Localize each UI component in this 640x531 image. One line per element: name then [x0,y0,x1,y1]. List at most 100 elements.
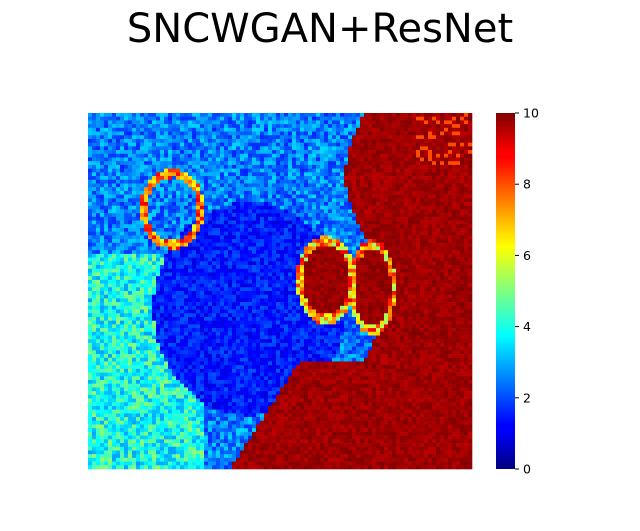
heatmap-cell [92,253,97,258]
heatmap-cell [112,168,117,173]
heatmap-cell [416,172,421,177]
heatmap-cell [240,146,245,151]
heatmap-cell [260,179,265,184]
heatmap-cell [216,246,221,251]
heatmap-cell [340,209,345,214]
heatmap-cell [432,253,437,258]
heatmap-cell [428,179,433,184]
heatmap-cell [244,261,249,266]
heatmap-cell [112,231,117,236]
heatmap-cell [340,146,345,151]
heatmap-cell [152,135,157,140]
heatmap-cell [468,146,473,151]
heatmap-cell [192,202,197,207]
heatmap-cell [448,150,453,155]
heatmap-cell [288,183,293,188]
heatmap-cell [324,138,329,143]
heatmap-cell [384,302,389,307]
heatmap-cell [464,246,469,251]
heatmap-cell [204,291,209,296]
heatmap-cell [256,265,261,270]
heatmap-cell [344,131,349,136]
heatmap-cell [464,142,469,147]
heatmap-cell [188,257,193,262]
heatmap-cell [228,265,233,270]
heatmap-cell [188,127,193,132]
heatmap-cell [272,302,277,307]
heatmap-cell [172,135,177,140]
heatmap-cell [136,153,141,158]
heatmap-cell [216,120,221,125]
heatmap-cell [252,246,257,251]
heatmap-cell [352,242,357,247]
heatmap-cell [184,272,189,277]
heatmap-cell [160,227,165,232]
heatmap-cell [248,194,253,199]
heatmap-cell [452,153,457,158]
heatmap-cell [228,235,233,240]
heatmap-cell [168,291,173,296]
heatmap-cell [136,183,141,188]
heatmap-cell [356,161,361,166]
heatmap-cell [364,113,369,118]
heatmap-cell [172,291,177,296]
heatmap-cell [456,124,461,129]
heatmap-cell [188,213,193,218]
heatmap-cell [208,231,213,236]
heatmap-cell [88,213,93,218]
heatmap-cell [436,146,441,151]
heatmap-cell [308,224,313,229]
heatmap-cell [244,276,249,281]
heatmap-cell [332,205,337,210]
heatmap-cell [368,246,373,251]
heatmap-cell [172,253,177,258]
heatmap-cell [360,138,365,143]
heatmap-cell [224,190,229,195]
heatmap-cell [384,187,389,192]
heatmap-cell [88,235,93,240]
heatmap-cell [120,298,125,303]
heatmap-cell [404,235,409,240]
heatmap-cell [304,198,309,203]
heatmap-cell [244,127,249,132]
heatmap-cell [196,146,201,151]
heatmap-cell [368,198,373,203]
heatmap-cell [260,216,265,221]
heatmap-cell [344,253,349,258]
heatmap-cell [144,216,149,221]
heatmap-cell [296,239,301,244]
heatmap-cell [244,220,249,225]
heatmap-cell [304,168,309,173]
heatmap-cell [240,265,245,270]
heatmap-cell [228,168,233,173]
heatmap-cell [184,113,189,118]
heatmap-cell [152,168,157,173]
heatmap-cell [448,198,453,203]
heatmap-cell [252,250,257,255]
heatmap-cell [180,116,185,121]
heatmap-cell [144,224,149,229]
heatmap-cell [436,131,441,136]
heatmap-cell [360,202,365,207]
heatmap-cell [356,242,361,247]
heatmap-cell [400,220,405,225]
heatmap-cell [208,291,213,296]
heatmap-cell [456,113,461,118]
heatmap-cell [284,231,289,236]
heatmap-cell [444,287,449,292]
heatmap-cell [192,294,197,299]
heatmap-cell [104,138,109,143]
heatmap-cell [400,176,405,181]
heatmap-cell [412,142,417,147]
heatmap-cell [404,194,409,199]
heatmap-cell [172,120,177,125]
heatmap-cell [284,138,289,143]
heatmap-cell [140,272,145,277]
heatmap-cell [116,157,121,162]
heatmap-cell [228,157,233,162]
heatmap-cell [404,205,409,210]
heatmap-cell [124,268,129,273]
heatmap-cell [348,261,353,266]
heatmap-cell [172,138,177,143]
heatmap-cell [324,302,329,307]
